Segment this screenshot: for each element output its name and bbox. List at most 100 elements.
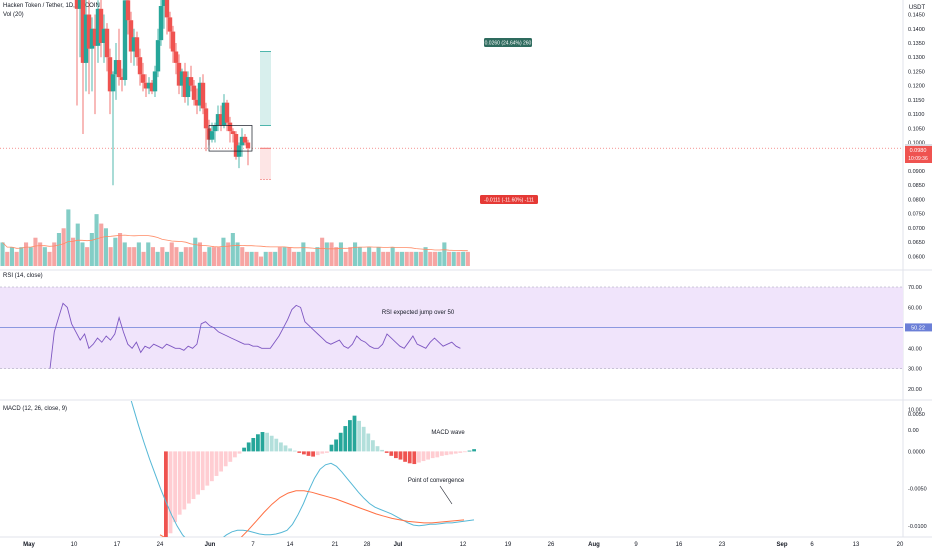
volume-bar: [338, 242, 343, 266]
macd-histogram-bar: [223, 451, 228, 467]
volume-bar: [33, 237, 38, 266]
rsi-tick-label: 0.00: [908, 428, 919, 434]
macd-histogram-bar: [219, 451, 223, 472]
volume-bar: [362, 251, 367, 266]
candle-body: [188, 77, 194, 86]
macd-tick-label: -0.0050: [908, 487, 927, 493]
candle-body: [197, 82, 203, 106]
volume-bar: [254, 251, 259, 266]
macd-histogram-bar: [421, 451, 426, 462]
volume-bar: [329, 242, 334, 266]
macd-tick-label: 0.0000: [908, 449, 925, 455]
x-tick-label: 28: [364, 542, 371, 548]
macd-histogram-bar: [191, 451, 196, 500]
macd-histogram-bar: [279, 442, 283, 452]
x-tick-label: 6: [810, 542, 814, 548]
x-tick-label: 24: [157, 542, 164, 548]
volume-bar: [296, 251, 301, 266]
countdown-text: 10:09:36: [908, 156, 928, 162]
candle-body: [212, 125, 218, 132]
macd-histogram-bar: [292, 450, 297, 452]
volume-bar: [390, 247, 395, 266]
macd-histogram-bar: [440, 451, 444, 456]
volume-bar: [414, 251, 419, 266]
volume-bar: [400, 251, 405, 266]
macd-tick-label: -0.0100: [908, 524, 927, 530]
volume-bar: [301, 242, 306, 266]
stop-zone: [260, 148, 271, 180]
candle-body: [185, 77, 191, 98]
macd-histogram-bar: [380, 449, 384, 452]
candle-body: [200, 82, 206, 109]
volume-bar: [409, 251, 414, 266]
volume-bar: [188, 247, 193, 266]
volume-bar: [437, 251, 442, 266]
volume-bar: [310, 251, 315, 266]
rsi-value-text: 50.22: [911, 325, 925, 331]
macd-histogram-bar: [297, 451, 302, 453]
volume-bar: [282, 247, 287, 266]
candle-body: [239, 136, 245, 146]
candle-body: [131, 37, 137, 52]
volume-bar: [136, 242, 141, 266]
volume-bar: [226, 242, 231, 266]
price-tick-label: 0.0650: [908, 240, 925, 246]
price-tick-label: 0.0700: [908, 226, 925, 232]
volume-bar: [447, 251, 452, 266]
volume-bar: [277, 247, 282, 266]
volume-bar: [263, 251, 268, 266]
volume-bar: [357, 247, 362, 266]
macd-histogram-bar: [311, 451, 315, 457]
rsi-tick-label: 10.00: [908, 408, 922, 414]
volume-bar: [249, 251, 254, 266]
macd-histogram-bar: [315, 451, 320, 456]
macd-histogram-bar: [329, 444, 334, 452]
candle-body: [146, 82, 152, 89]
price-tick-label: 0.1100: [908, 112, 924, 118]
macd-histogram-bar: [417, 451, 421, 463]
volume-bar: [273, 251, 278, 266]
volume-bar: [376, 247, 381, 266]
candle-body: [119, 77, 125, 80]
macd-histogram-bar: [453, 451, 458, 454]
volume-bar: [28, 247, 33, 266]
volume-bar: [94, 214, 99, 266]
volume-bar: [240, 247, 245, 266]
volume-bar: [461, 251, 466, 266]
macd-histogram-bar: [177, 451, 182, 515]
volume-bar: [56, 233, 61, 266]
volume-bar: [122, 242, 127, 266]
candle-body: [95, 8, 101, 46]
stop-label: -0.0111 (-11.60%) -111: [484, 198, 534, 204]
macd-histogram-bar: [338, 432, 343, 452]
macd-histogram-bar: [371, 440, 375, 452]
macd-histogram-bar: [242, 447, 246, 452]
volume-bar: [202, 251, 207, 266]
candle-body: [92, 28, 98, 46]
rsi-tick-label: 40.00: [908, 346, 922, 352]
candle-body: [152, 71, 158, 92]
target-label: 0.0260 (24.64%) 260: [485, 41, 532, 47]
chart-title: Hacken Token / Tether, 1D, KUCOIN: [3, 3, 100, 9]
candle-body: [173, 51, 179, 63]
x-tick-label: 19: [505, 542, 512, 548]
macd-histogram-bar: [164, 451, 168, 537]
volume-bar: [80, 242, 85, 266]
macd-histogram-bar: [366, 433, 371, 452]
candle-body: [101, 28, 107, 43]
volume-bar: [155, 251, 160, 266]
candle-body: [245, 142, 251, 149]
convergence-arrow: [439, 485, 453, 505]
macd-histogram-bar: [449, 451, 453, 455]
macd-histogram-bar: [334, 439, 338, 452]
candle-body: [191, 85, 197, 100]
macd-histogram-bar: [214, 451, 219, 476]
candle-body: [230, 131, 236, 134]
macd-histogram-bar: [256, 434, 260, 452]
signal-line: [159, 490, 465, 537]
volume-bar: [75, 223, 80, 266]
price-tick-label: 0.1050: [908, 126, 925, 132]
x-tick-label: May: [23, 542, 35, 548]
macd-histogram-bar: [430, 451, 435, 459]
